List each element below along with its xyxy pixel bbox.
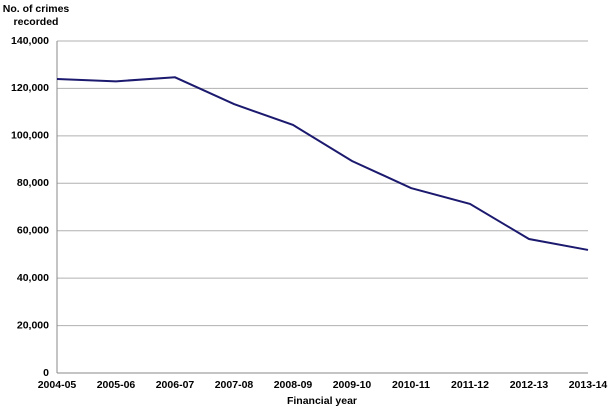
x-tick-label: 2011-12 xyxy=(451,379,489,391)
x-tick-label: 2006-07 xyxy=(156,379,195,391)
y-tick-label: 120,000 xyxy=(11,82,49,94)
y-tick-label: 40,000 xyxy=(17,272,49,284)
y-tick-label: 100,000 xyxy=(11,130,49,142)
y-tick-label: 140,000 xyxy=(11,35,49,47)
x-tick-label: 2008-09 xyxy=(274,379,313,391)
y-tick-label: 20,000 xyxy=(17,319,49,331)
x-tick-label: 2005-06 xyxy=(97,379,136,391)
x-tick-label: 2013-14 xyxy=(569,379,608,391)
x-tick-label: 2004-05 xyxy=(38,379,77,391)
y-tick-label: 80,000 xyxy=(17,177,49,189)
x-tick-label: 2009-10 xyxy=(333,379,372,391)
y-axis-label: No. of crimes recorded xyxy=(2,3,70,28)
data-line xyxy=(56,76,589,251)
y-tick-label: 0 xyxy=(43,367,49,379)
x-tick-label: 2010-11 xyxy=(392,379,430,391)
x-axis-label: Financial year xyxy=(287,395,357,407)
x-tick-label: 2007-08 xyxy=(215,379,254,391)
y-tick-label: 60,000 xyxy=(17,224,49,236)
x-tick-label: 2012-13 xyxy=(510,379,549,391)
